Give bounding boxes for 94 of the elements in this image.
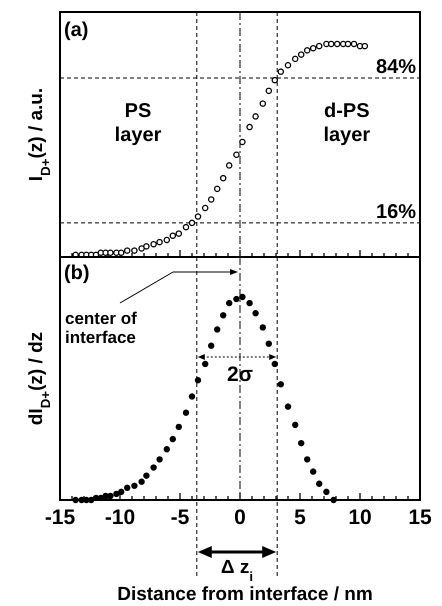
point: [164, 446, 170, 452]
point: [298, 51, 304, 58]
point: [143, 243, 150, 250]
point: [156, 456, 163, 463]
point: [131, 482, 138, 489]
point: [98, 494, 104, 502]
point: [107, 249, 114, 256]
point: [88, 496, 94, 504]
point: [188, 393, 196, 400]
point: [246, 124, 253, 130]
point: [272, 76, 278, 84]
point: [214, 326, 220, 333]
annotation: center of interface: [65, 309, 138, 347]
point: [316, 42, 322, 50]
point: [182, 224, 190, 230]
point: [278, 381, 284, 388]
point: [362, 42, 368, 50]
point: [260, 100, 266, 107]
point: [316, 480, 322, 487]
point: [330, 496, 337, 504]
point: [310, 44, 316, 52]
point: [334, 40, 340, 48]
point: [214, 186, 220, 192]
x-tick-label: 15: [408, 506, 432, 529]
annotation: PS layer: [114, 100, 162, 146]
point: [156, 238, 163, 246]
point: [266, 340, 272, 347]
x-tick-label: 10: [348, 506, 372, 529]
point: [233, 151, 240, 158]
point: [284, 403, 292, 410]
point: [150, 240, 157, 248]
point: [170, 436, 176, 442]
point: [233, 296, 240, 302]
point: [107, 492, 114, 500]
ref-line-label: 16%: [376, 200, 416, 223]
point: [344, 40, 352, 48]
point: [113, 490, 120, 498]
x-tick-label: -15: [44, 506, 76, 529]
point: [252, 310, 259, 316]
point: [202, 204, 208, 212]
point: [239, 294, 246, 300]
point: [278, 68, 284, 75]
x-tick-label: -5: [170, 506, 190, 529]
point: [304, 47, 310, 54]
point: [182, 410, 190, 416]
text: (b): [64, 262, 90, 284]
point: [138, 478, 145, 485]
point: [138, 245, 145, 252]
point: [194, 377, 202, 384]
point: [164, 236, 170, 244]
point: [284, 62, 292, 69]
point: [194, 213, 202, 220]
annotation: d-PS layer: [323, 100, 370, 146]
point: [323, 488, 330, 496]
point: [170, 232, 176, 239]
point: [304, 456, 310, 463]
text: (a): [64, 19, 88, 41]
x-tick-label: 5: [294, 506, 306, 529]
point: [188, 220, 196, 226]
point: [176, 424, 182, 430]
point: [220, 174, 226, 182]
point: [124, 484, 130, 492]
point: [310, 468, 316, 475]
annotation: 2σ: [226, 363, 254, 386]
point: [260, 324, 266, 331]
x-tick-label: -10: [104, 506, 136, 529]
x-tick-label: 0: [234, 506, 246, 529]
point: [124, 247, 130, 254]
point: [328, 40, 334, 48]
point: [226, 162, 232, 169]
point: [208, 196, 214, 203]
point: [131, 247, 138, 254]
point: [72, 496, 79, 504]
point: [350, 40, 358, 48]
point: [118, 488, 124, 496]
point: [150, 464, 157, 471]
point: [239, 138, 246, 146]
point: [252, 113, 259, 120]
point: [176, 230, 182, 237]
point: [118, 249, 124, 256]
point: [220, 312, 226, 318]
point: [292, 422, 298, 428]
point: [272, 360, 278, 368]
point: [298, 440, 304, 446]
point: [143, 472, 150, 479]
point: [226, 300, 232, 306]
point: [266, 88, 272, 94]
point: [246, 300, 253, 306]
x-axis-title: Distance from interface / nm: [117, 584, 373, 605]
text: Δ z$_{i}$: [220, 557, 254, 584]
ref-line-label: 84%: [376, 56, 416, 78]
point: [202, 360, 208, 368]
point: [292, 56, 298, 62]
point: [208, 342, 214, 349]
